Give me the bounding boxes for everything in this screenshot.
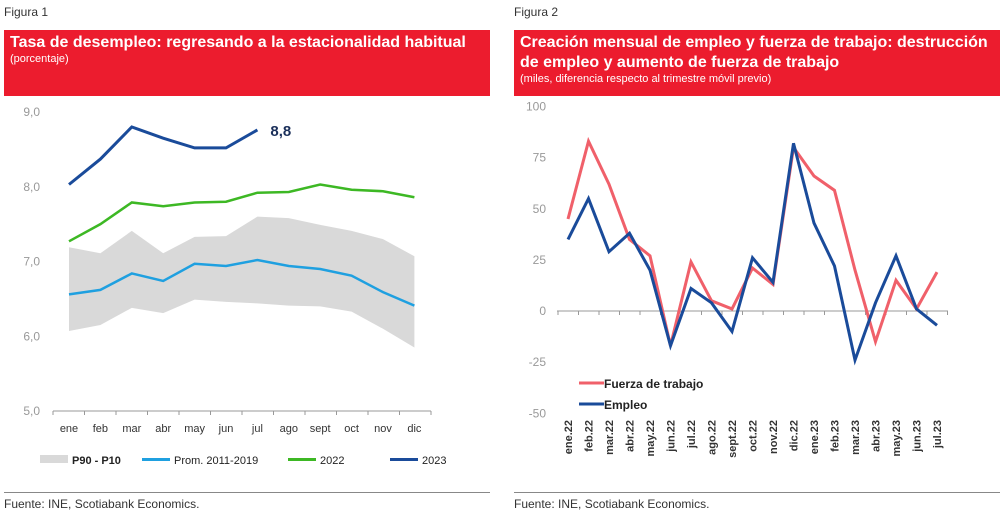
legend-swatch (288, 458, 316, 461)
figure-label: Figura 2 (514, 5, 559, 19)
x-tick-label: dic (407, 423, 422, 435)
x-tick-label: jun.23 (912, 420, 924, 453)
y-tick-label: 5,0 (23, 404, 40, 418)
x-tick-label: nov.22 (768, 420, 780, 454)
x-tick-label: sept (310, 423, 331, 435)
figure-label: Figura 1 (4, 5, 49, 19)
legend-label: Empleo (604, 398, 647, 412)
series-line-prom-2011-2019 (68, 258, 415, 307)
y-tick-label: 100 (526, 100, 546, 114)
series-line-fuerza-de-trabajo (566, 136, 939, 347)
divider (4, 492, 490, 493)
x-tick-label: abr.23 (871, 420, 883, 452)
chart-subtitle: (miles, diferencia respecto al trimestre… (520, 73, 772, 85)
source-note: Fuente: INE, Scotiabank Economics. (4, 497, 200, 511)
figure-2: Figura 2 Creación mensual de empleo y fu… (510, 0, 1000, 517)
y-tick-label: -50 (529, 406, 547, 420)
chart-title: Creación mensual de empleo y fuerza de t… (520, 34, 988, 71)
legend-label: 2022 (320, 455, 344, 467)
x-tick-label: oct.22 (748, 420, 760, 452)
y-tick-label: 50 (533, 202, 547, 216)
x-tick-label: may.22 (645, 420, 657, 457)
y-tick-label: 8,0 (23, 180, 40, 194)
band-p90-p10 (69, 216, 415, 348)
y-tick-label: 7,0 (23, 255, 40, 269)
y-tick-label: 25 (533, 253, 547, 267)
x-tick-label: jul.22 (686, 420, 698, 449)
y-tick-label: -25 (529, 355, 547, 369)
legend-label: 2023 (422, 455, 446, 467)
x-tick-label: jul.23 (932, 420, 944, 449)
legend-label: P90 - P10 (72, 455, 121, 467)
y-tick-label: 9,0 (23, 105, 40, 119)
x-tick-label: jun (218, 423, 234, 435)
chart-title-banner: Creación mensual de empleo y fuerza de t… (514, 30, 1000, 96)
series-line-2022 (68, 183, 415, 243)
x-tick-label: mar (122, 423, 141, 435)
x-tick-label: may.23 (891, 420, 903, 457)
x-tick-label: feb.23 (830, 420, 842, 452)
legend-label: Fuerza de trabajo (604, 377, 703, 391)
legend-label: Prom. 2011-2019 (174, 455, 258, 467)
legend-swatch (390, 458, 418, 461)
legend-swatch (142, 458, 170, 461)
x-tick-label: ene.22 (563, 420, 575, 454)
x-tick-label: abr (155, 423, 171, 435)
x-tick-label: nov (374, 423, 392, 435)
employment-chart: -50 -25 0 25 50 75 100 ene.22 feb.22 mar.22 abr.22… (526, 100, 948, 458)
chart-subtitle: (porcentaje) (10, 53, 69, 65)
x-tick-label: dic.22 (789, 420, 801, 451)
x-tick-label: mar.23 (850, 420, 862, 455)
x-tick-label: mar.22 (604, 420, 616, 455)
x-tick-label: oct (344, 423, 359, 435)
series-line-empleo (566, 142, 938, 366)
x-tick-label: ago (280, 423, 298, 435)
x-tick-label: jun.22 (666, 420, 678, 453)
chart-title-banner: Tasa de desempleo: regresando a la estac… (4, 30, 490, 96)
x-tick-label: feb.22 (584, 420, 596, 452)
y-tick-label: 0 (539, 304, 546, 318)
y-tick-label: 6,0 (23, 329, 40, 343)
y-tick-label: 75 (533, 151, 547, 165)
divider (514, 492, 1000, 493)
x-tick-label: abr.22 (625, 420, 637, 452)
x-tick-label: ene (60, 423, 78, 435)
x-tick-label: ago.22 (707, 420, 719, 455)
x-tick-label: ene.23 (809, 420, 821, 454)
legend-swatch (40, 455, 68, 463)
x-tick-label: may (184, 423, 205, 435)
figure-1: Figura 1 Tasa de desempleo: regresando a… (0, 0, 490, 517)
series-line-2023 (68, 125, 259, 186)
x-tick-label: feb (93, 423, 108, 435)
x-tick-label: jul (251, 423, 263, 435)
chart-title: Tasa de desempleo: regresando a la estac… (10, 34, 466, 51)
unemployment-chart: 5,0 6,0 7,0 8,0 9,0 ene feb mar abr may jun jul ago s… (23, 105, 446, 467)
source-note: Fuente: INE, Scotiabank Economics. (514, 497, 710, 511)
data-label: 8,8 (270, 123, 291, 140)
x-tick-label: sept.22 (727, 420, 739, 458)
